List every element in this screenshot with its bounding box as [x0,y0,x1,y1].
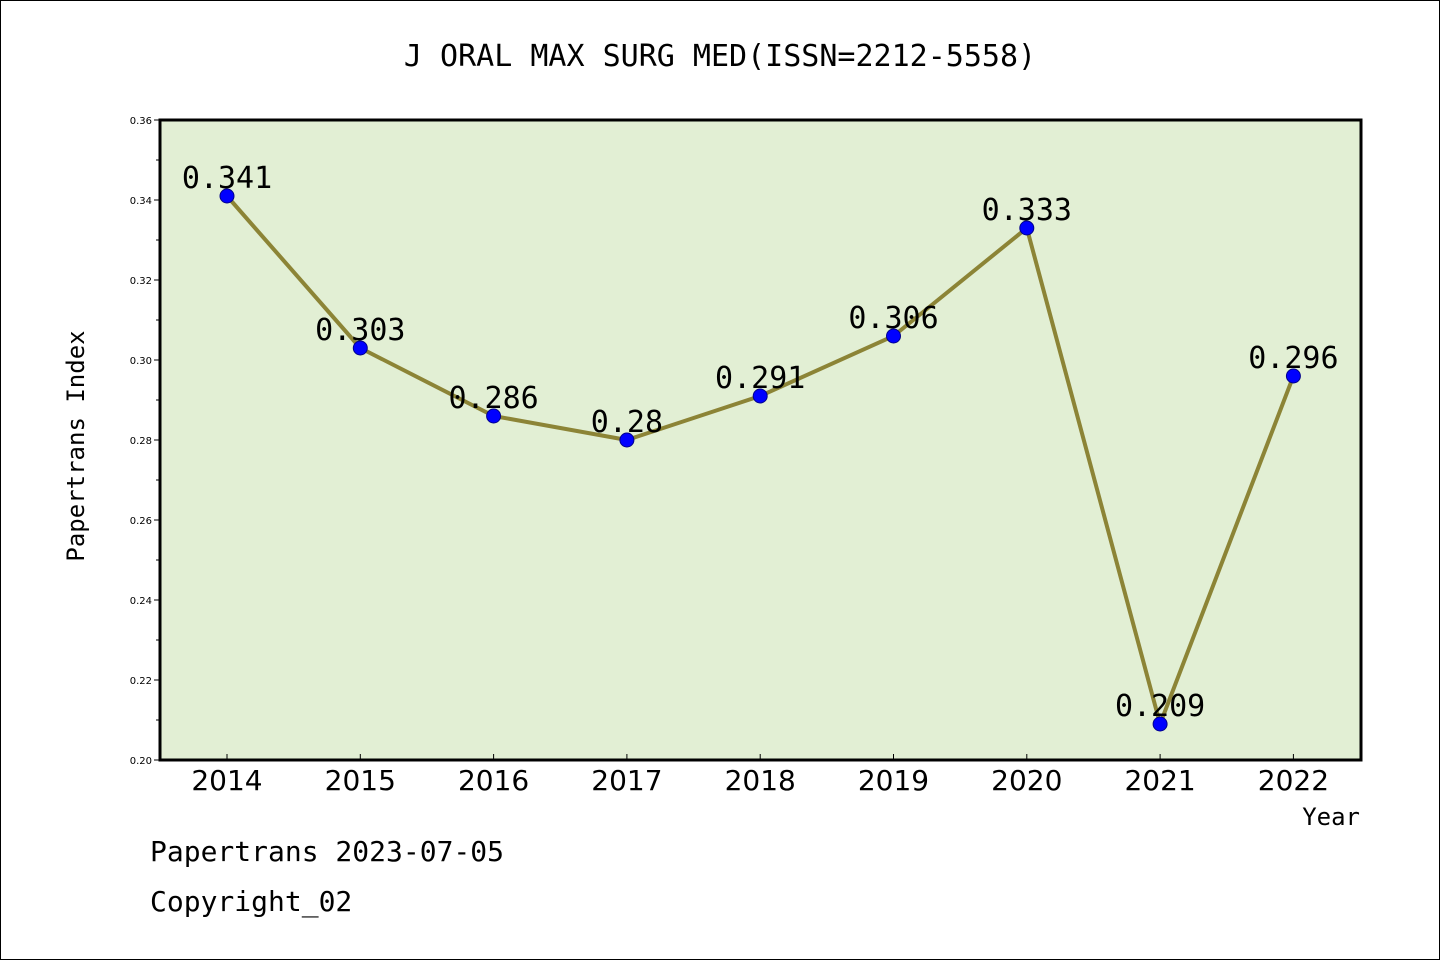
data-label: 0.341 [182,161,272,196]
y-tick-label: 0.34 [130,196,152,207]
data-label: 0.28 [591,405,663,440]
x-tick-label: 2017 [591,764,662,797]
y-tick-label: 0.32 [130,276,152,287]
x-tick-label: 2018 [725,764,796,797]
x-tick-label: 2021 [1124,764,1195,797]
data-points [219,188,1301,732]
y-tick-label: 0.22 [130,676,152,687]
data-label: 0.333 [982,193,1072,228]
footer-date: Papertrans 2023-07-05 [150,835,505,868]
data-point [886,328,901,344]
plot-area [158,118,1363,762]
x-tick-label: 2016 [458,764,529,797]
x-tick-label: 2022 [1258,764,1329,797]
y-axis: 0.20 0.22 0.24 0.26 0.28 0.30 0.32 0.34 0.36 [130,116,160,767]
x-axis-label: Year [1302,803,1360,831]
data-point [352,340,368,356]
data-labels: 0.341 0.303 0.286 0.28 0.291 0.306 0.333 0.209 0… [182,161,1339,724]
y-tick-label: 0.20 [130,756,152,767]
chart-title: J ORAL MAX SURG MED(ISSN=2212-5558) [404,39,1036,74]
data-label: 0.291 [715,361,805,396]
y-axis-label: Papertrans Index [62,330,90,561]
y-tick-label: 0.30 [130,356,152,367]
data-point [619,432,635,448]
y-tick-label: 0.36 [130,116,152,127]
data-label: 0.306 [848,301,938,336]
data-label: 0.209 [1115,689,1205,724]
y-tick-label: 0.28 [130,436,152,447]
y-tick-label: 0.24 [130,596,152,607]
x-tick-label: 2020 [991,764,1062,797]
data-point [1285,368,1301,384]
x-tick-label: 2019 [858,764,929,797]
data-point [219,188,235,204]
x-axis: 2014 2015 2016 2017 2018 2019 2020 2021 2022 [191,754,1329,797]
data-point [752,388,768,404]
y-tick-label: 0.26 [130,516,152,527]
data-point [1019,220,1035,236]
x-tick-label: 2014 [191,764,262,797]
footer-copyright: Copyright_02 [150,885,353,918]
data-point [1152,716,1168,732]
x-tick-label: 2015 [325,764,396,797]
data-label: 0.286 [448,381,538,416]
data-point [486,408,502,424]
data-label: 0.303 [315,313,405,348]
data-label: 0.296 [1248,341,1338,376]
